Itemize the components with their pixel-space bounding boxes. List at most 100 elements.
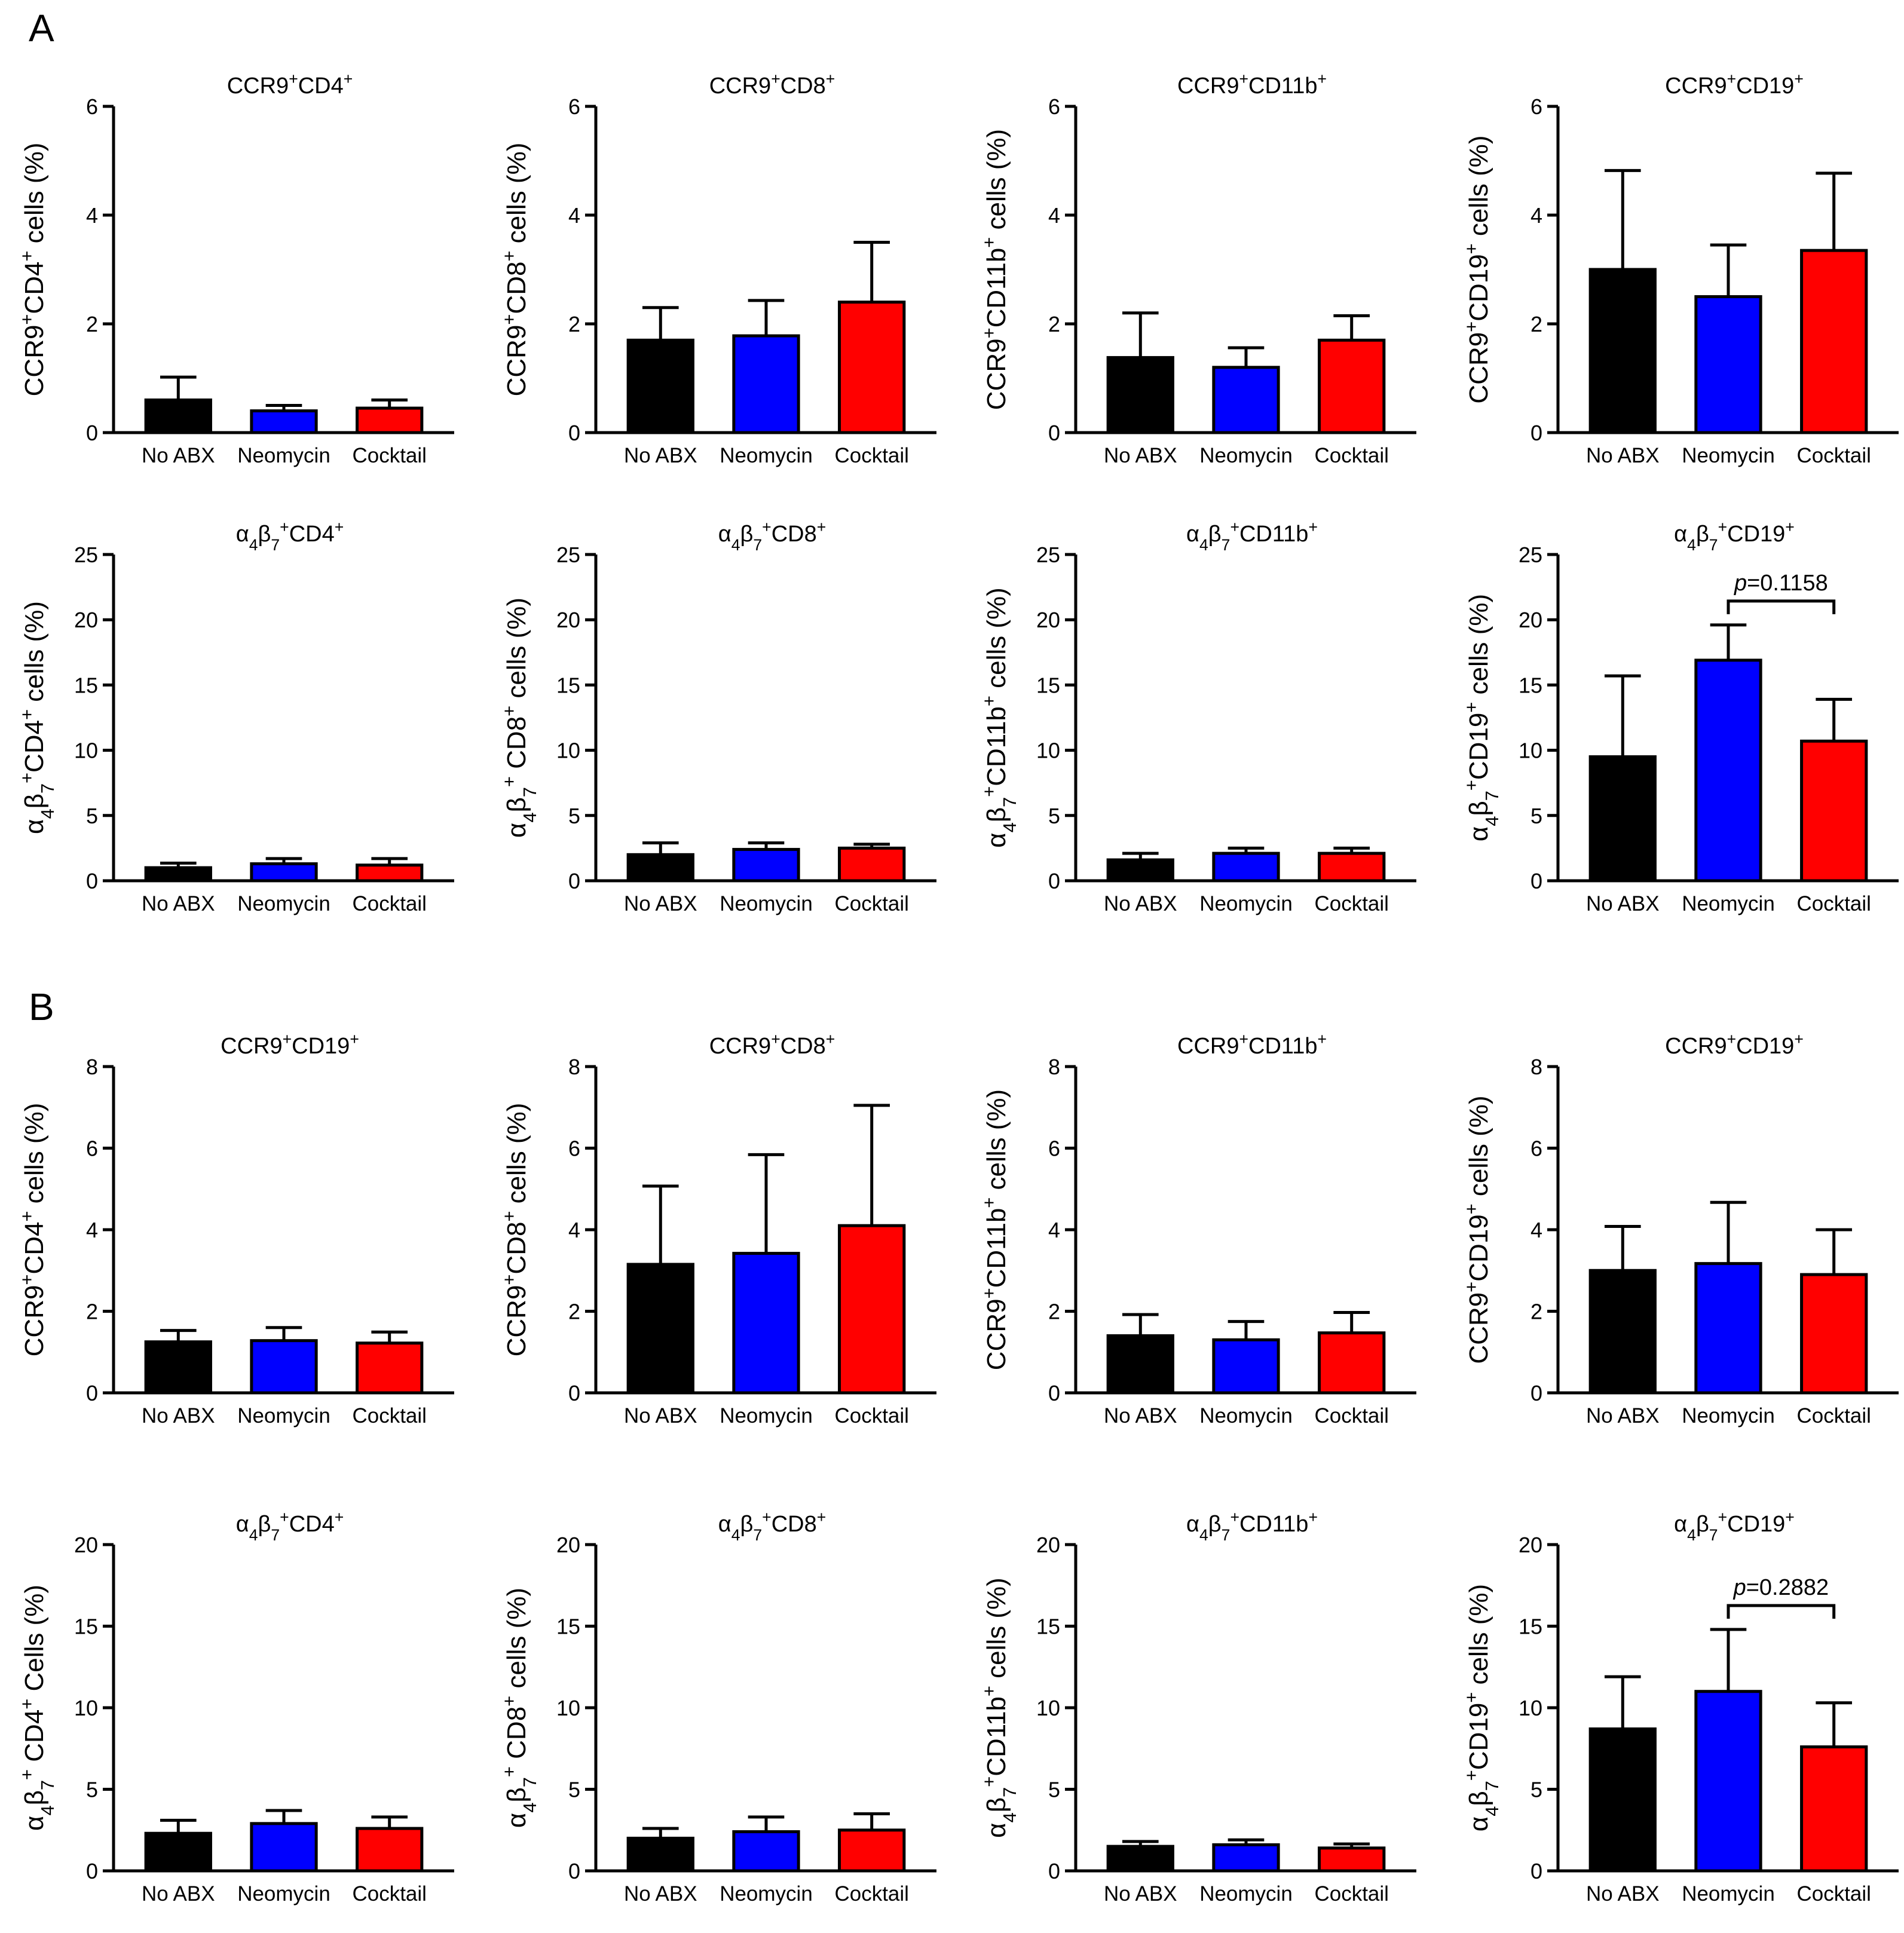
y-tick-label: 25 xyxy=(74,543,98,567)
chart-a-6: α4β7+CD8+ α4β7+ CD8+ cells (%) 0 5 10 15 20 25 N… xyxy=(498,518,936,915)
bar xyxy=(1212,1338,1280,1395)
x-tick-label: Neomycin xyxy=(1682,892,1775,915)
x-tick-label: Neomycin xyxy=(237,892,330,915)
bar xyxy=(732,334,800,434)
bar xyxy=(356,1827,424,1873)
y-tick-label: 0 xyxy=(1530,869,1542,893)
y-tick-label: 8 xyxy=(86,1055,98,1079)
y-tick-label: 10 xyxy=(556,1696,580,1720)
y-axis-label: CCR9+CD8+ cells (%) xyxy=(498,1103,532,1357)
x-tick-label: Neomycin xyxy=(720,1404,813,1427)
y-tick-label: 0 xyxy=(568,1859,580,1883)
y-tick-label: 8 xyxy=(568,1055,580,1079)
chart-b-6: α4β7+CD8+ α4β7+ CD8+ cells (%) 0 5 10 15 20 No … xyxy=(498,1508,936,1906)
bar xyxy=(1106,356,1174,434)
chart-b-8: α4β7+CD19+ α4β7+CD19+ cells (%) 0 5 10 15 20 No… xyxy=(1461,1508,1899,1906)
y-tick-label: 5 xyxy=(1048,804,1060,828)
x-tick-label: No ABX xyxy=(1104,1882,1177,1906)
chart-a-1: CCR9+CD4+ CCR9+CD4+ cells (%) 0 2 4 6 No ABX Ne… xyxy=(16,70,454,467)
bar xyxy=(1106,1334,1174,1395)
significance-bracket xyxy=(1727,1604,1836,1619)
y-axis-label: α4β7+ CD8+ cells (%) xyxy=(498,598,540,838)
bar xyxy=(838,846,906,883)
y-tick-label: 2 xyxy=(86,1300,98,1324)
y-tick-label: 2 xyxy=(568,312,580,336)
x-tick-label: No ABX xyxy=(624,892,697,915)
y-tick-label: 6 xyxy=(1048,1136,1060,1161)
bar xyxy=(626,1836,694,1873)
y-tick-label: 20 xyxy=(1036,1533,1060,1557)
x-tick-label: Neomycin xyxy=(1199,1882,1293,1906)
x-tick-label: Neomycin xyxy=(720,1882,813,1906)
y-tick-label: 4 xyxy=(568,203,580,228)
x-tick-label: Cocktail xyxy=(834,1404,908,1427)
y-tick-label: 0 xyxy=(1048,1859,1060,1883)
y-tick-label: 4 xyxy=(1530,1218,1542,1242)
x-tick-label: Cocktail xyxy=(1796,444,1871,467)
x-tick-label: Cocktail xyxy=(1314,444,1388,467)
x-tick-label: Cocktail xyxy=(834,444,908,467)
bar xyxy=(1212,1843,1280,1873)
bar xyxy=(250,862,318,883)
bar xyxy=(838,1828,906,1873)
chart-title: α4β7+CD11b+ xyxy=(1186,1508,1318,1544)
bar xyxy=(1212,366,1280,434)
y-tick-label: 2 xyxy=(1530,1300,1542,1324)
bar xyxy=(356,863,424,883)
bar xyxy=(626,338,694,434)
bar xyxy=(250,409,318,434)
x-tick-label: No ABX xyxy=(1104,892,1177,915)
y-tick-label: 0 xyxy=(1530,1381,1542,1405)
x-tick-label: No ABX xyxy=(1586,1882,1660,1906)
y-axis-label: α4β7+ CD8+ cells (%) xyxy=(498,1588,540,1828)
x-tick-label: No ABX xyxy=(1104,444,1177,467)
x-tick-label: Cocktail xyxy=(1314,1404,1388,1427)
y-tick-label: 15 xyxy=(74,673,98,697)
bar xyxy=(250,1822,318,1873)
y-tick-label: 8 xyxy=(1048,1055,1060,1079)
chart-title: α4β7+CD8+ xyxy=(718,1508,827,1544)
significance-bracket xyxy=(1727,599,1836,614)
bar xyxy=(356,1341,424,1395)
y-axis-label: α4β7+CD11b+ cells (%) xyxy=(978,1577,1020,1838)
y-axis-label: α4β7+CD11b+ cells (%) xyxy=(978,587,1020,848)
chart-title: CCR9+CD8+ xyxy=(709,70,835,99)
bar xyxy=(1694,295,1762,434)
y-tick-label: 0 xyxy=(568,869,580,893)
y-tick-label: 0 xyxy=(568,1381,580,1405)
bar xyxy=(144,866,212,883)
y-tick-label: 10 xyxy=(1519,1696,1542,1720)
y-tick-label: 15 xyxy=(1519,1615,1542,1639)
x-tick-label: Neomycin xyxy=(1682,1404,1775,1427)
bar xyxy=(1318,851,1386,883)
chart-title: CCR9+CD19+ xyxy=(1665,70,1804,99)
y-tick-label: 2 xyxy=(86,312,98,336)
chart-title: α4β7+CD8+ xyxy=(718,518,827,554)
chart-b-2: CCR9+CD8+ CCR9+CD8+ cells (%) 0 2 4 6 8 No ABX N… xyxy=(498,1030,936,1427)
x-tick-label: No ABX xyxy=(142,444,215,467)
chart-b-1: CCR9+CD19+ CCR9+CD4+ cells (%) 0 2 4 6 8 No ABX… xyxy=(16,1030,454,1427)
chart-title: α4β7+CD19+ xyxy=(1674,1508,1795,1544)
chart-b-3: CCR9+CD11b+ CCR9+CD11b+ cells (%) 0 2 4 6 8 No … xyxy=(978,1030,1416,1427)
x-tick-label: Cocktail xyxy=(352,1882,426,1906)
bar xyxy=(1800,249,1868,434)
y-tick-label: 20 xyxy=(74,608,98,632)
chart-title: α4β7+CD4+ xyxy=(236,1508,344,1544)
x-tick-label: No ABX xyxy=(1104,1404,1177,1427)
y-tick-label: 2 xyxy=(1530,312,1542,336)
x-tick-label: Neomycin xyxy=(1682,444,1775,467)
bar xyxy=(1106,858,1174,883)
y-tick-label: 4 xyxy=(1048,1218,1060,1242)
y-axis-label: CCR9+CD19+ cells (%) xyxy=(1461,135,1494,403)
chart-title: CCR9+CD4+ xyxy=(227,70,353,99)
bar xyxy=(1318,338,1386,434)
chart-a-2: CCR9+CD8+ CCR9+CD8+ cells (%) 0 2 4 6 No ABX Ne… xyxy=(498,70,936,467)
y-tick-label: 20 xyxy=(1036,608,1060,632)
y-tick-label: 6 xyxy=(1530,1136,1542,1161)
p-value-label: p=0.2882 xyxy=(1733,1575,1829,1600)
y-tick-label: 10 xyxy=(1036,1696,1060,1720)
bar xyxy=(1694,1690,1762,1873)
y-tick-label: 6 xyxy=(568,1136,580,1161)
bar xyxy=(1318,1331,1386,1395)
